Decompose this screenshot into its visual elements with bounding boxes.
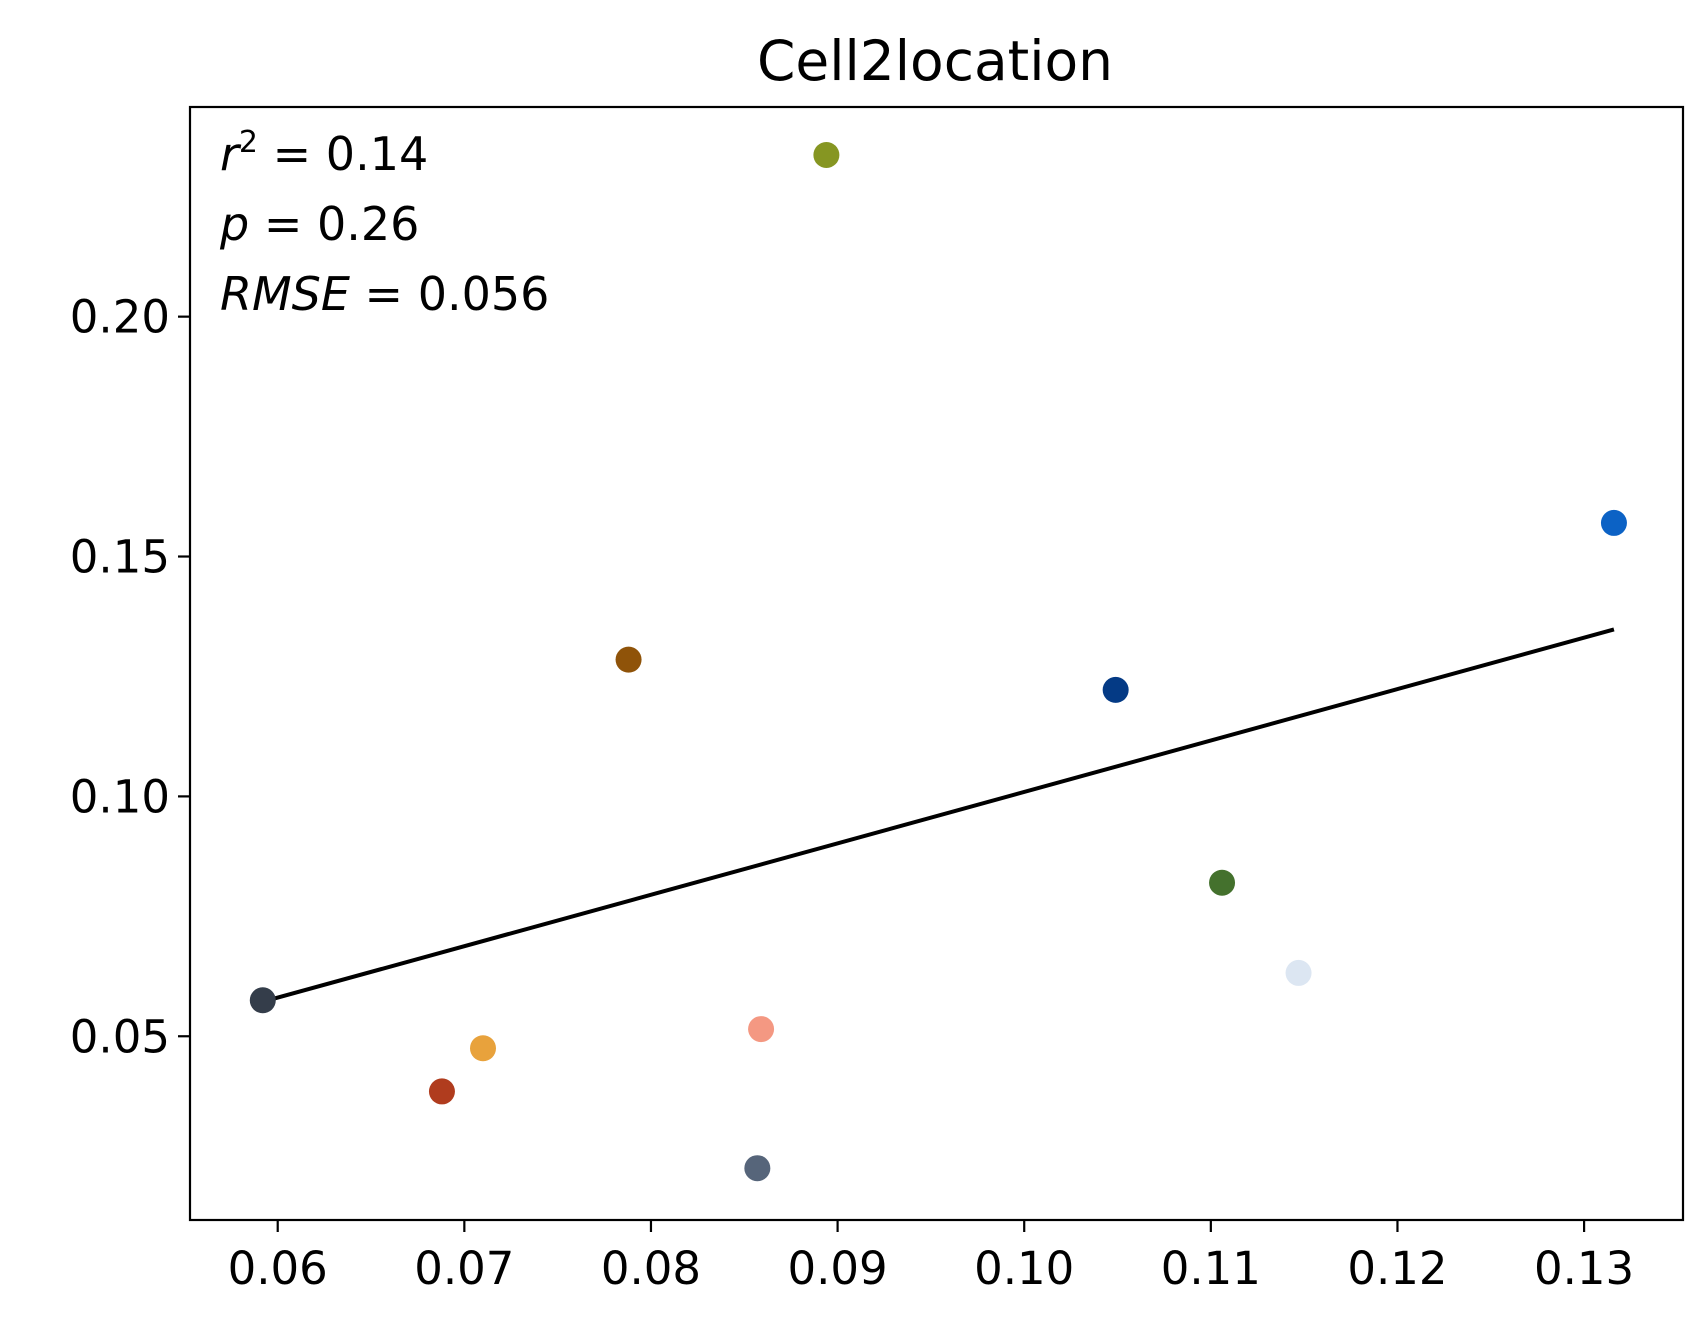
data-point [1285,959,1312,986]
data-point [1102,676,1129,703]
x-tick-label: 0.08 [601,1242,701,1295]
plot-area: 0.06 0.07 0.08 0.09 0.10 0.11 0.12 0.13 0.05 0.10… [70,105,1685,1295]
rmse-annotation: RMSE = 0.056 [220,267,549,321]
plot-frame [188,105,1685,1222]
data-point [615,646,642,673]
y-tick-label: 0.10 [70,770,170,823]
rmse-symbol: RMSE [220,267,350,321]
x-tick-label: 0.11 [1161,1242,1261,1295]
chart-title: Cell2location [757,29,1113,93]
data-point [748,1016,775,1043]
p-symbol: p [219,197,249,251]
data-point [249,987,276,1014]
data-point [744,1155,771,1182]
regression-line [262,627,1615,1004]
x-tick-label: 0.13 [1534,1242,1634,1295]
x-tick-label: 0.09 [787,1242,887,1295]
x-tick-label: 0.06 [228,1242,328,1295]
x-tick-label: 0.12 [1347,1242,1447,1295]
r-squared-symbol: r [220,127,242,181]
rmse-value: = 0.056 [350,267,549,321]
p-value-annotation: p = 0.26 [219,197,419,251]
r-squared-value: = 0.14 [258,127,428,181]
y-tick-label: 0.15 [70,531,170,584]
y-tick-label: 0.05 [70,1010,170,1063]
y-tick-label: 0.20 [70,291,170,344]
data-point [1600,509,1627,536]
data-point [813,141,840,168]
p-value: = 0.26 [249,197,419,251]
r-squared-superscript: 2 [239,125,258,160]
data-point [1209,869,1236,896]
x-tick-label: 0.10 [974,1242,1074,1295]
data-point [470,1035,497,1062]
data-point [428,1078,455,1105]
r-squared-annotation: r2 = 0.14 [220,125,428,181]
x-tick-label: 0.07 [414,1242,514,1295]
